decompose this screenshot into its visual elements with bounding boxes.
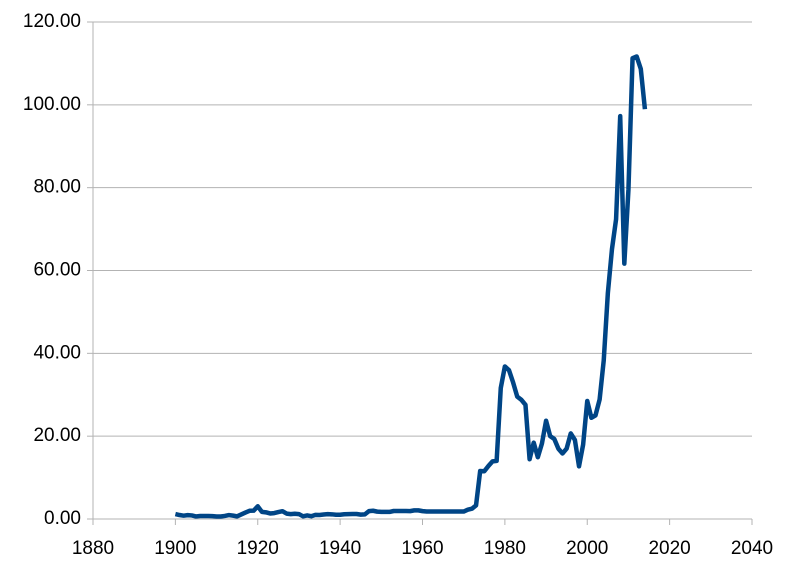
x-tick-label: 1960 [401,538,443,559]
x-tick-label: 1900 [154,538,196,559]
line-series [174,54,648,519]
x-tick-label: 1920 [237,538,279,559]
y-tick-label: 120.00 [23,11,81,32]
y-tick-label: 100.00 [23,94,81,115]
x-tick-label: 1980 [484,538,526,559]
x-tick-label: 2000 [566,538,608,559]
y-tick-label: 0.00 [44,508,81,529]
y-tick-label: 60.00 [33,260,81,281]
x-tick-label: 2020 [648,538,690,559]
x-tick-label: 2040 [731,538,773,559]
y-tick-label: 80.00 [33,177,81,198]
x-tick-label: 1940 [319,538,361,559]
x-tick-label: 1880 [72,538,114,559]
y-tick-label: 20.00 [33,425,81,446]
y-tick-label: 40.00 [33,342,81,363]
